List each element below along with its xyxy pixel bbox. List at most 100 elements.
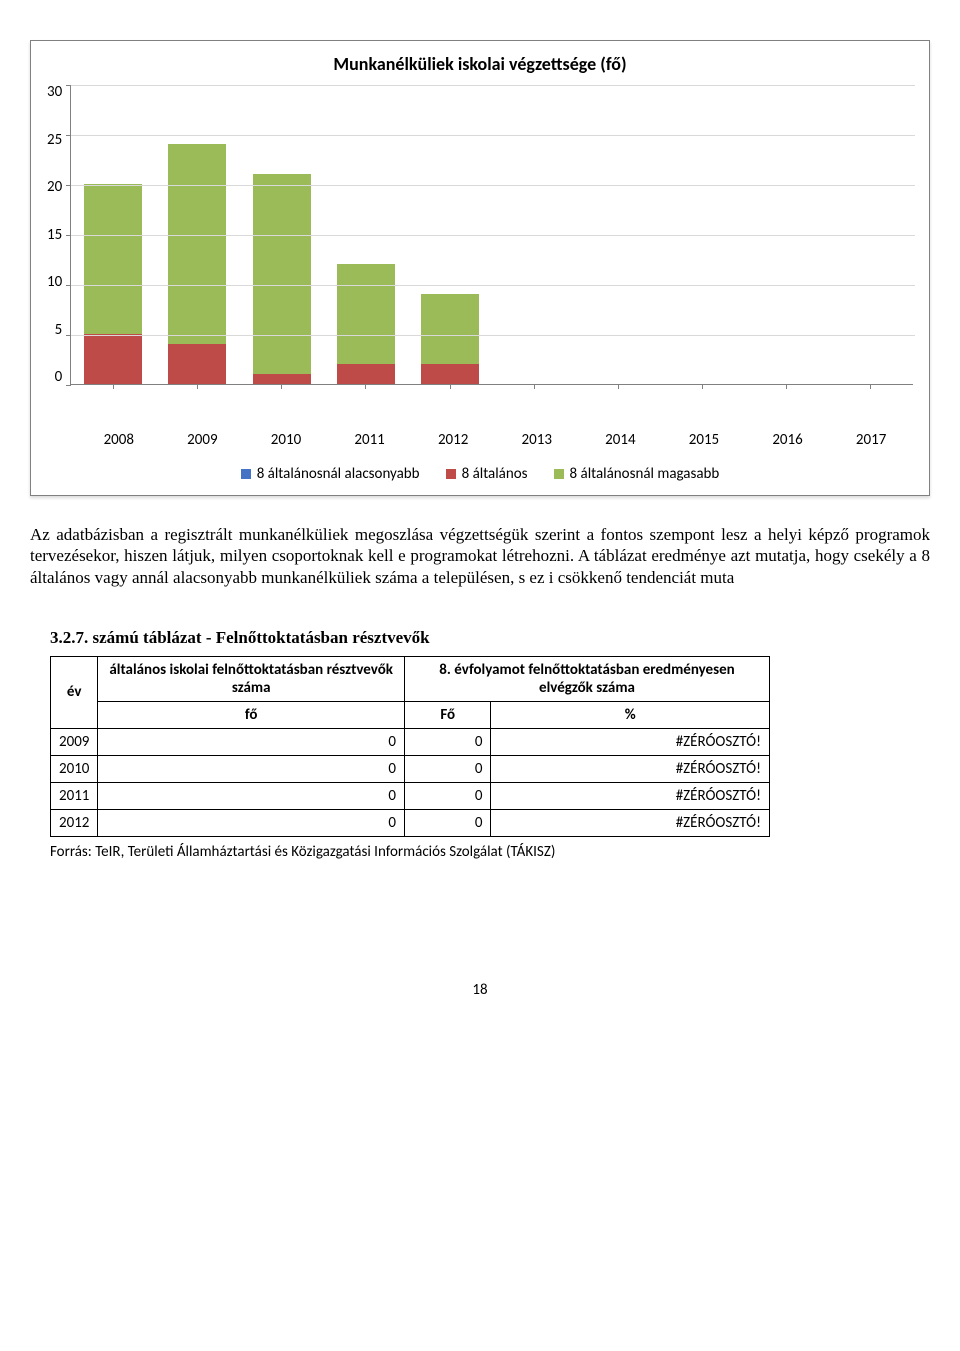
th-col2: 8. évfolyamot felnőttoktatásban eredmény… [404,656,769,701]
body-paragraph: Az adatbázisban a regisztrált munkanélkü… [30,524,930,588]
grid-line [71,135,915,136]
adult-education-table: év általános iskolai felnőttoktatásban r… [50,656,770,837]
table-cell: 2012 [51,809,98,836]
y-tick: 5 [55,323,63,338]
y-tick: 30 [47,85,62,100]
x-tick-mark [618,384,619,389]
table-cell: 0 [404,755,490,782]
table-row: 201200#ZÉRÓOSZTÓ! [51,809,770,836]
x-tick: 2008 [77,425,161,449]
table-cell: 2011 [51,782,98,809]
bar-stack [253,174,311,384]
x-tick-mark [786,384,787,389]
y-tick-mark [66,335,71,336]
table-cell: 0 [98,755,405,782]
legend-label: 8 általánosnál magasabb [570,465,720,483]
bar-segment-eight [253,374,311,384]
legend-swatch [446,469,456,479]
grid-line [71,235,915,236]
bar-segment-above8 [84,184,142,334]
table-cell: #ZÉRÓOSZTÓ! [491,809,770,836]
table-cell: 0 [404,809,490,836]
table-source: Forrás: TeIR, Területi Államháztartási é… [50,843,930,861]
th-year: év [51,656,98,728]
legend-swatch [554,469,564,479]
legend-swatch [241,469,251,479]
x-tick: 2013 [495,425,579,449]
y-tick: 25 [47,133,62,148]
y-tick-mark [66,285,71,286]
x-tick: 2017 [829,425,913,449]
legend-item: 8 általános [446,465,528,483]
x-tick: 2015 [662,425,746,449]
x-tick-mark [281,384,282,389]
table-row: 200900#ZÉRÓOSZTÓ! [51,728,770,755]
x-tick-mark [113,384,114,389]
y-tick-mark [66,185,71,186]
x-tick: 2011 [328,425,412,449]
x-axis: 2008200920102011201220132014201520162017 [77,425,913,449]
grid-line [71,185,915,186]
x-tick-mark [534,384,535,389]
th-col1: általános iskolai felnőttoktatásban rész… [98,656,405,701]
bar-segment-above8 [168,144,226,344]
unemployment-chart: Munkanélküliek iskolai végzettsége (fő) … [30,40,930,496]
bar-segment-eight [168,344,226,384]
table-cell: #ZÉRÓOSZTÓ! [491,782,770,809]
y-tick: 20 [47,180,62,195]
x-tick: 2012 [411,425,495,449]
grid-line [71,85,915,86]
chart-area: 30 25 20 15 10 5 0 [47,85,913,425]
x-tick: 2010 [244,425,328,449]
table-cell: 0 [98,782,405,809]
y-tick-mark [66,235,71,236]
chart-plot [70,85,913,385]
table-cell: 0 [98,728,405,755]
table-cell: #ZÉRÓOSZTÓ! [491,755,770,782]
bar-stack [421,294,479,384]
table-cell: #ZÉRÓOSZTÓ! [491,728,770,755]
chart-title: Munkanélküliek iskolai végzettsége (fő) [47,53,913,75]
legend-label: 8 általános [462,465,528,483]
grid-line [71,285,915,286]
bar-segment-above8 [253,174,311,374]
bar-segment-eight [421,364,479,384]
table-heading: 3.2.7. számú táblázat - Felnőttoktatásba… [50,628,930,648]
table-cell: 2010 [51,755,98,782]
y-tick: 10 [47,275,62,290]
th-sub-pct: % [491,701,770,728]
bar-segment-above8 [421,294,479,364]
legend-label: 8 általánosnál alacsonyabb [257,465,420,483]
bar-segment-above8 [337,264,395,364]
bar-stack [84,184,142,384]
x-tick-mark [365,384,366,389]
x-tick: 2014 [579,425,663,449]
y-tick-mark [66,135,71,136]
y-tick: 0 [55,370,63,385]
chart-legend: 8 általánosnál alacsonyabb 8 általános 8 á… [47,449,913,483]
table-cell: 0 [404,782,490,809]
x-tick: 2009 [161,425,245,449]
th-sub-fo1: fő [98,701,405,728]
bar-stack [337,264,395,384]
x-tick-mark [450,384,451,389]
page-number: 18 [30,981,930,999]
bar-stack [168,144,226,384]
bar-segment-eight [337,364,395,384]
table-cell: 2009 [51,728,98,755]
y-tick-mark [66,85,71,86]
y-tick: 15 [47,228,62,243]
y-tick-mark [66,385,71,386]
table-row: 201000#ZÉRÓOSZTÓ! [51,755,770,782]
table-cell: 0 [98,809,405,836]
legend-item: 8 általánosnál magasabb [554,465,720,483]
bar-segment-eight [84,334,142,384]
legend-item: 8 általánosnál alacsonyabb [241,465,420,483]
x-tick-mark [702,384,703,389]
table-cell: 0 [404,728,490,755]
table-row: 201100#ZÉRÓOSZTÓ! [51,782,770,809]
x-tick-mark [870,384,871,389]
grid-line [71,335,915,336]
x-tick: 2016 [746,425,830,449]
th-sub-fo2: Fő [404,701,490,728]
